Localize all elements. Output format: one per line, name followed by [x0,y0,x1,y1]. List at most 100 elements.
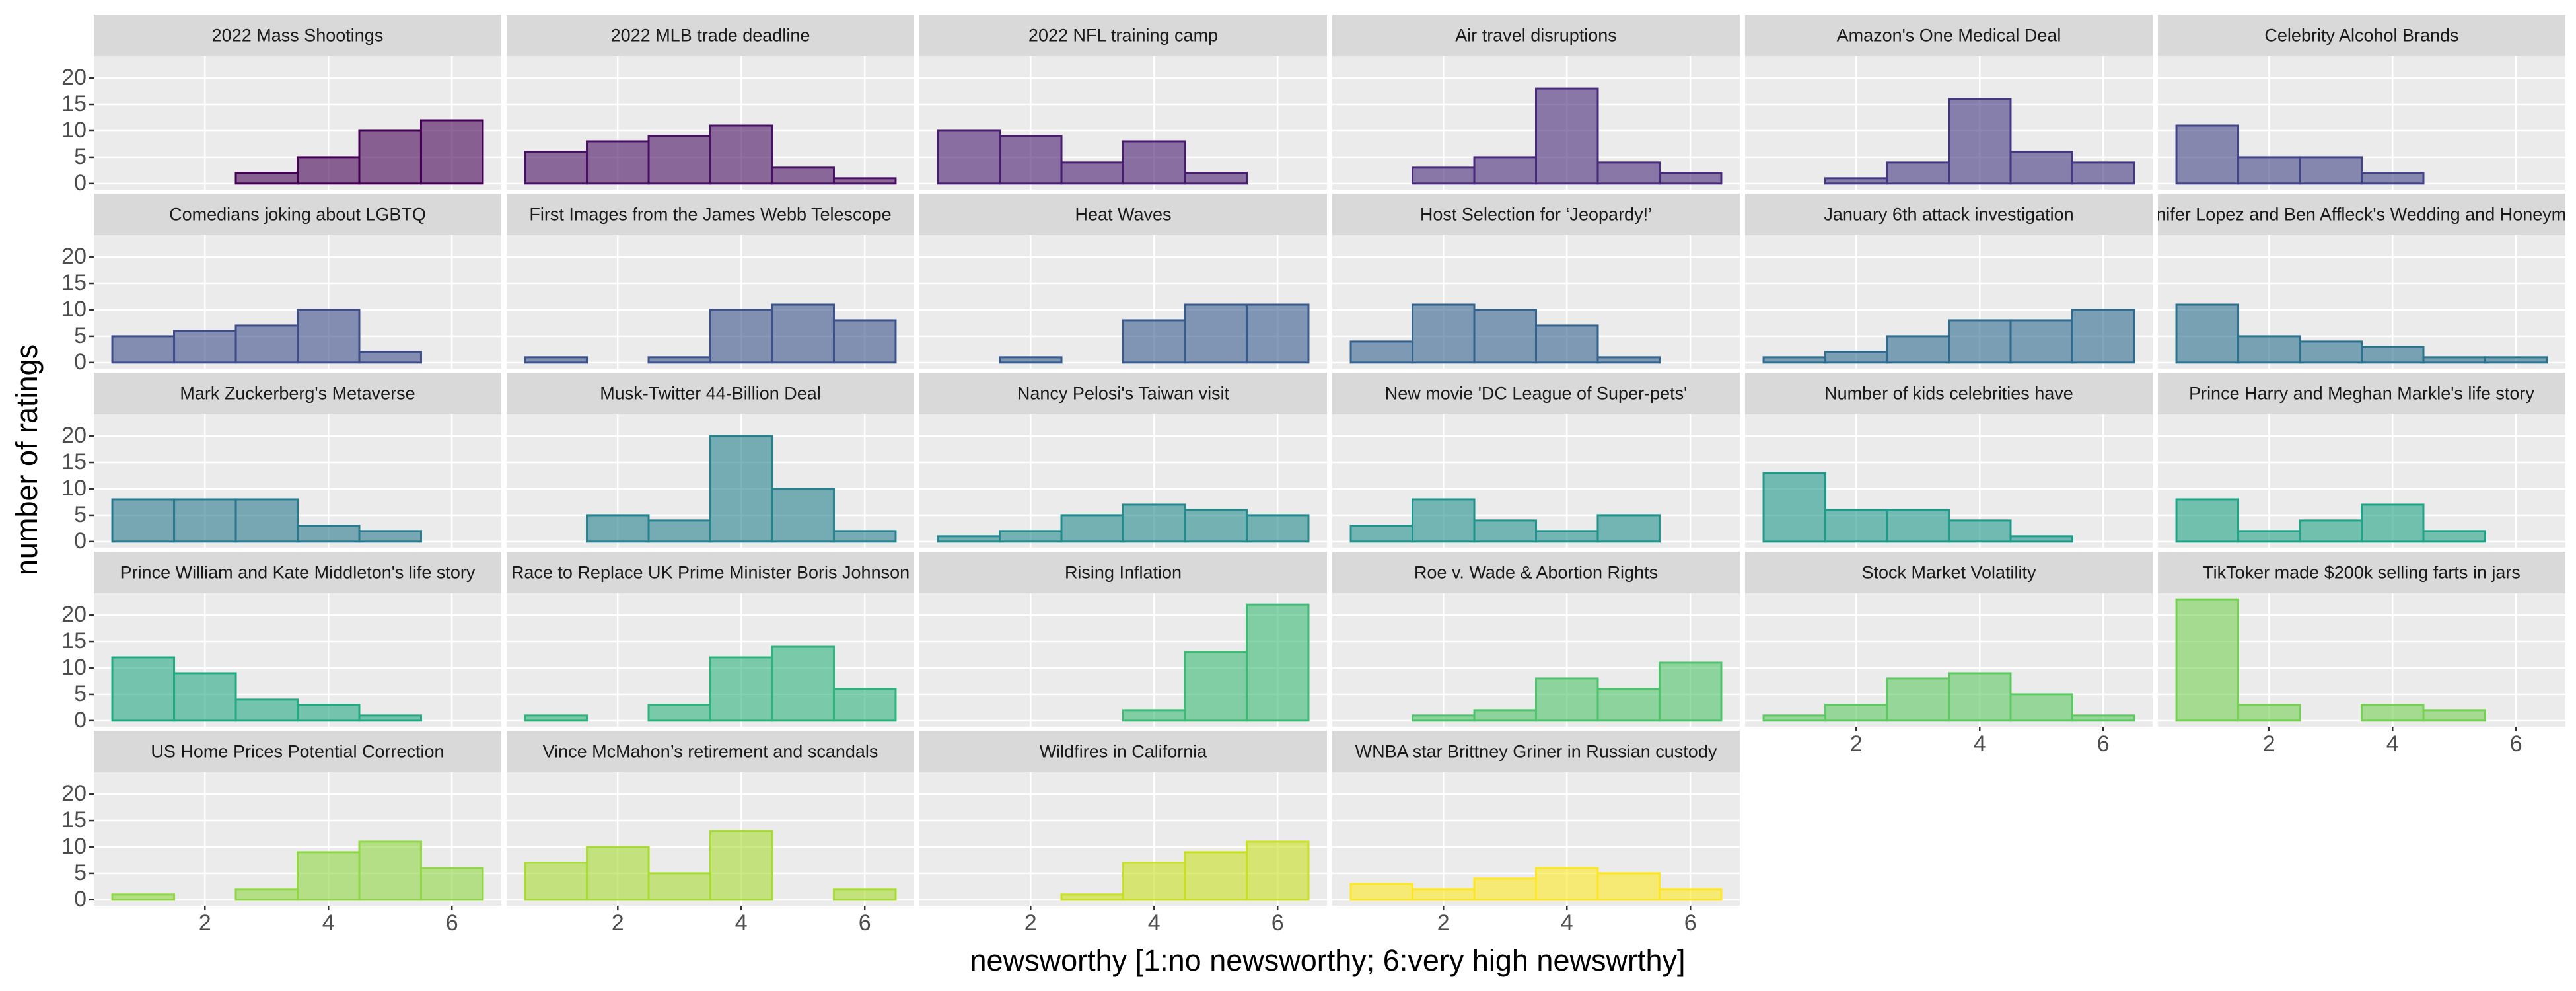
facet-strip [94,373,501,414]
y-tick-label: 0 [74,887,87,912]
facet-title: Prince William and Kate Middleton's life… [120,563,476,583]
facet-title: TikToker made $200k selling farts in jar… [2203,563,2521,583]
facet-strip [1332,194,1740,235]
histogram-bar [832,688,897,722]
histogram-bar [1535,867,1599,901]
histogram-bar [2422,709,2486,722]
histogram-bar [1122,319,1186,364]
histogram-bar [1824,704,1888,722]
x-tick-label: 2 [612,910,624,936]
histogram-bar [1948,319,2012,364]
facet-strip [919,15,1327,56]
y-tick-label: 10 [61,297,87,322]
histogram-bar [524,356,589,364]
facet-strip [1332,731,1740,772]
histogram-bar [234,888,299,901]
facet-title: 2022 MLB trade deadline [611,26,810,46]
histogram-bar [1886,509,1950,543]
y-tick-label: 5 [74,681,87,706]
histogram-bar [832,177,897,185]
facet-strip [919,731,1327,772]
histogram-bar [709,309,773,364]
histogram-bar [358,129,422,185]
histogram-bar [1535,87,1599,185]
histogram-bar [2009,151,2073,185]
histogram-bar [1535,677,1599,722]
histogram-bar [524,862,589,901]
facet-strip [94,194,501,235]
histogram-bar [771,488,835,543]
histogram-bar [1412,888,1476,901]
facet-strip [94,731,501,772]
histogram-bar [647,872,711,901]
histogram-bar [999,530,1063,543]
histogram-bar [1762,714,1827,722]
histogram-bar [173,330,237,364]
histogram-bar [2299,519,2363,543]
histogram-bar [2071,309,2135,364]
histogram-bar [1473,156,1537,185]
y-tick-label: 0 [74,529,87,554]
histogram-bar [234,698,299,722]
facet-strip [94,552,501,593]
histogram-bar [2009,319,2073,364]
histogram-bar [2237,156,2301,185]
histogram-bar [1596,872,1661,901]
facet-title: Air travel disruptions [1455,26,1617,46]
x-tick-label: 4 [322,910,335,936]
facet-strip [1745,373,2153,414]
histogram-bar [1122,862,1186,901]
histogram-bar [2237,704,2301,722]
facet-strip [507,194,914,235]
histogram-bar [709,435,773,543]
facet-strip [1745,194,2153,235]
histogram-bar [297,851,361,901]
x-tick-label: 6 [1684,910,1697,936]
y-tick-label: 15 [61,91,87,116]
y-tick-label: 15 [61,449,87,474]
facet-title: January 6th attack investigation [1824,205,2073,225]
x-tick-label: 6 [859,910,871,936]
y-tick-label: 15 [61,628,87,653]
y-tick-label: 20 [61,423,87,448]
histogram-bar [1948,98,2012,185]
histogram-bar [1184,172,1248,185]
histogram-bar [1060,514,1124,543]
histogram-bar [234,498,299,543]
facet-title: Heat Waves [1075,205,1171,225]
histogram-bar [2237,530,2301,543]
histogram-bar [2361,346,2425,364]
y-tick-label: 20 [61,781,87,806]
histogram-bar [1184,509,1248,543]
histogram-bar [234,172,299,185]
histogram-bar [1122,503,1186,543]
histogram-bar [2361,503,2425,543]
histogram-bar [358,351,422,364]
facet-strip [2158,552,2565,593]
facet-title: US Home Prices Potential Correction [151,742,444,762]
histogram-bar [1658,661,1723,722]
histogram-bar [1535,324,1599,364]
histogram-bar [358,714,422,722]
x-tick-label: 2 [1024,910,1037,936]
histogram-bar [771,645,835,722]
histogram-bar [2422,530,2486,543]
y-tick-label: 0 [74,170,87,196]
histogram-bar [1596,688,1661,722]
histogram-bar [1245,303,1310,364]
facet-strip [507,552,914,593]
histogram-bar [647,356,711,364]
histogram-bar [832,319,897,364]
histogram-bar [1535,530,1599,543]
histogram-bar [586,140,650,185]
y-tick-label: 5 [74,860,87,885]
histogram-bar [297,704,361,722]
y-tick-label: 15 [61,270,87,295]
facet-title: 2022 Mass Shootings [212,26,384,46]
histogram-bar [524,151,589,185]
histogram-bar [2299,340,2363,364]
y-tick-label: 20 [61,602,87,627]
facet-title: Number of kids celebrities have [1824,384,2073,404]
